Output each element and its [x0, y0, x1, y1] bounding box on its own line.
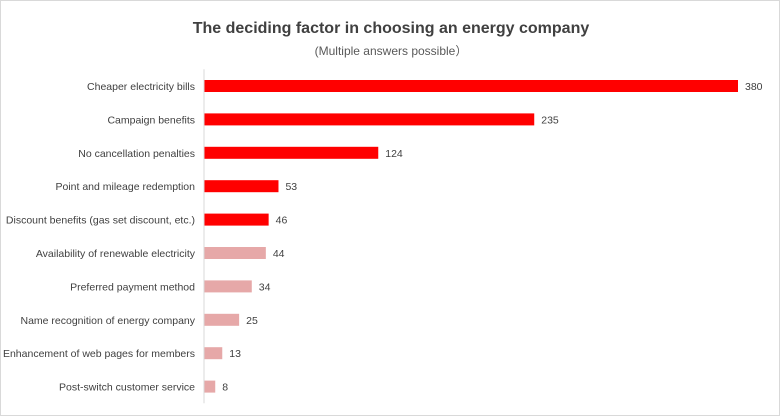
chart-subtitle: (Multiple answers possible） [314, 44, 468, 58]
data-label: 34 [259, 281, 271, 293]
bar [204, 80, 738, 92]
data-label: 46 [276, 215, 288, 227]
data-label: 44 [273, 248, 285, 260]
data-label: 53 [285, 181, 297, 193]
data-label: 235 [541, 114, 559, 126]
bar [204, 280, 252, 293]
category-label: Cheaper electricity bills [87, 81, 195, 93]
bar [204, 113, 535, 126]
chart-title: The deciding factor in choosing an energ… [192, 20, 590, 37]
bar [204, 347, 223, 360]
category-label: Name recognition of energy company [20, 315, 195, 327]
data-label: 25 [246, 315, 258, 327]
bar [204, 146, 379, 159]
category-label: Post-switch customer service [59, 382, 195, 394]
bar [204, 180, 279, 193]
data-label: 13 [229, 348, 241, 360]
category-label: Enhancement of web pages for members [3, 348, 195, 360]
data-label: 8 [222, 382, 228, 394]
bar [204, 247, 266, 259]
category-label: Campaign benefits [107, 114, 195, 126]
bar [204, 380, 216, 393]
category-label: Availability of renewable electricity [36, 248, 196, 260]
bar [204, 213, 269, 226]
category-label: No cancellation penalties [78, 148, 195, 160]
data-label: 124 [385, 148, 403, 160]
data-label: 380 [745, 81, 763, 93]
category-label: Discount benefits (gas set discount, etc… [6, 215, 195, 227]
category-label: Point and mileage redemption [55, 181, 195, 193]
category-label: Preferred payment method [70, 281, 195, 293]
bar [204, 313, 240, 326]
